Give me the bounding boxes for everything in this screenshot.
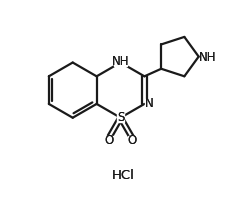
Text: NH: NH: [112, 55, 129, 68]
Text: NH: NH: [112, 55, 129, 68]
Bar: [117, 113, 124, 122]
Bar: [145, 99, 153, 108]
Text: O: O: [128, 134, 137, 147]
Text: O: O: [104, 134, 113, 147]
Text: NH: NH: [199, 51, 216, 64]
Bar: [201, 53, 215, 62]
Bar: [115, 171, 131, 180]
Text: S: S: [117, 111, 124, 124]
Text: N: N: [145, 98, 154, 111]
Text: S: S: [117, 111, 124, 124]
Bar: [105, 136, 113, 145]
Text: N: N: [145, 98, 154, 111]
Bar: [114, 57, 127, 66]
Text: NH: NH: [199, 51, 216, 64]
Text: O: O: [104, 134, 113, 147]
Bar: [128, 136, 136, 145]
Text: HCl: HCl: [112, 169, 134, 182]
Text: HCl: HCl: [112, 169, 134, 182]
Text: O: O: [128, 134, 137, 147]
